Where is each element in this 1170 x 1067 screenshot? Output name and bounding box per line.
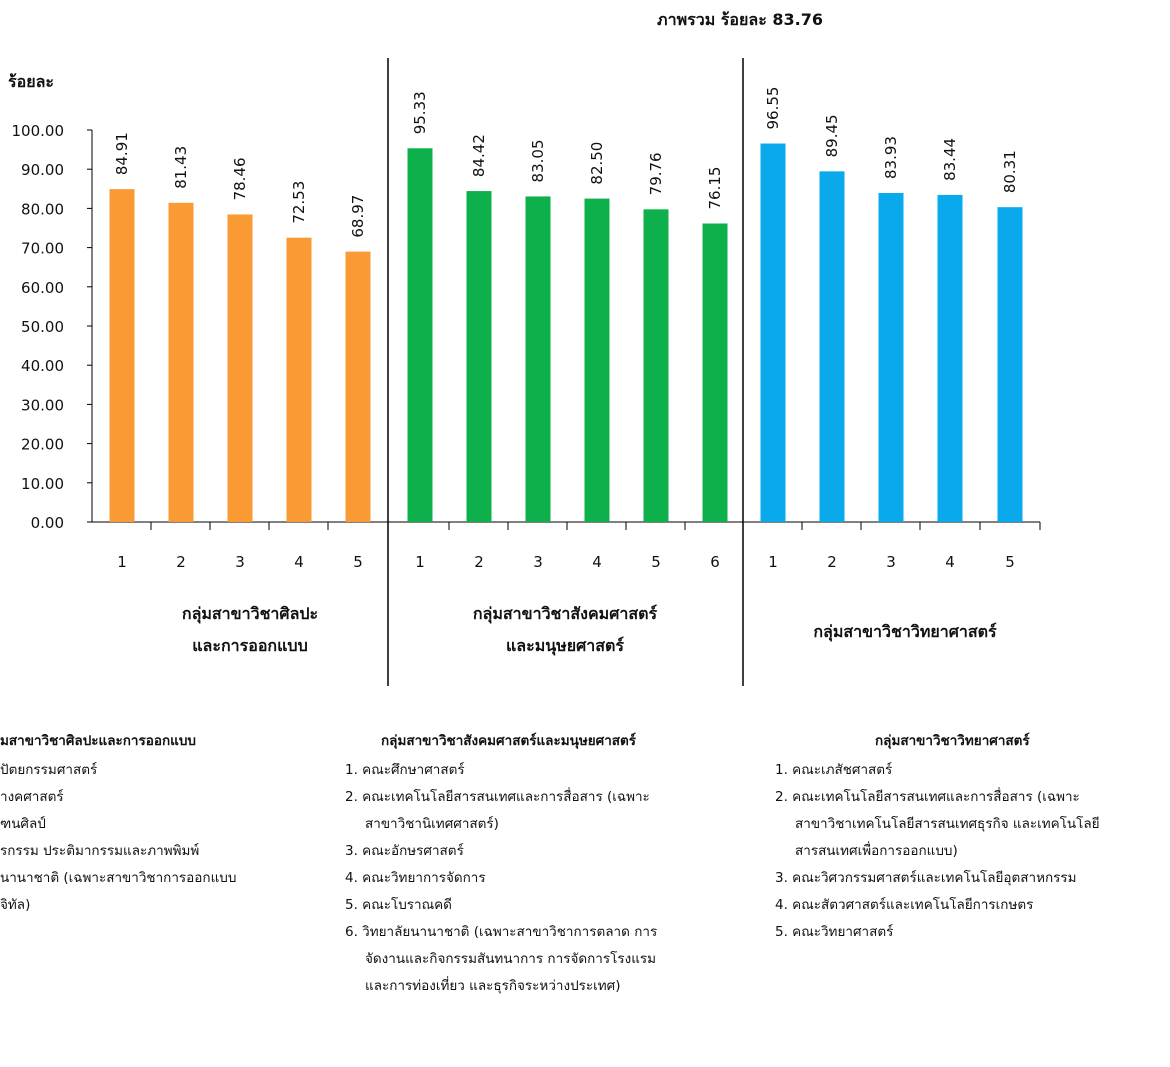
data-label: 96.55 (764, 87, 782, 130)
legend-item: 6. วิทยาลัยนานาชาติ (เฉพาะสาขาวิชาการตลา… (345, 924, 658, 940)
legend-item: นานาชาติ (เฉพาะสาขาวิชาการออกแบบ (0, 870, 237, 886)
data-label: 84.91 (113, 132, 131, 175)
x-tick-label: 2 (827, 553, 837, 571)
bar (584, 198, 610, 522)
group-label-line: และการออกแบบ (192, 636, 308, 655)
y-tick-label: 30.00 (21, 396, 64, 414)
legend-title: กลุ่มสาขาวิชาวิทยาศาสตร์ (875, 733, 1030, 749)
y-tick-label: 60.00 (21, 279, 64, 297)
data-label: 80.31 (1001, 150, 1019, 193)
x-tick-label: 5 (1005, 553, 1015, 571)
y-tick-label: 50.00 (21, 318, 64, 336)
legend-item: จัดงานและกิจกรรมสันทนาการ การจัดการโรงแร… (365, 951, 657, 967)
legend-item: 2. คณะเทคโนโลยีสารสนเทศและการสื่อสาร (เฉ… (345, 789, 650, 805)
legend-item: 5. คณะโบราณคดี (345, 897, 452, 913)
legend-item: 3. คณะวิศวกรรมศาสตร์และเทคโนโลยีอุตสาหกร… (775, 870, 1077, 886)
data-label: 83.44 (941, 138, 959, 181)
bar (702, 223, 728, 522)
group-label-science: กลุ่มสาขาวิชาวิทยาศาสตร์ (760, 616, 1050, 648)
x-tick-label: 1 (117, 553, 127, 571)
group-label-social: กลุ่มสาขาวิชาสังคมศาสตร์ และมนุษยศาสตร์ (415, 598, 715, 662)
y-tick-label: 0.00 (31, 514, 64, 532)
bar (227, 214, 253, 522)
bar (286, 237, 312, 522)
data-label: 83.05 (529, 139, 547, 182)
legend-item: สารสนเทศเพื่อการออกแบบ) (795, 843, 958, 859)
legend-item: 1. คณะเภสัชศาสตร์ (775, 762, 893, 778)
legend-item: จิทัล) (0, 897, 31, 913)
y-tick-label: 10.00 (21, 475, 64, 493)
legend-item: และการท่องเที่ยว และธุรกิจระหว่างประเทศ) (365, 978, 621, 994)
bar (997, 207, 1023, 522)
group-label-arts: กลุ่มสาขาวิชาศิลปะ และการออกแบบ (120, 598, 380, 662)
legend-title: กลุ่มสาขาวิชาสังคมศาสตร์และมนุษยศาสตร์ (381, 733, 637, 749)
data-label: 89.45 (823, 114, 841, 157)
legend-item: 4. คณะสัตวศาสตร์และเทคโนโลยีการเกษตร (775, 897, 1034, 913)
data-label: 76.15 (706, 167, 724, 210)
y-tick-label: 20.00 (21, 436, 64, 454)
legend-arts: มสาขาวิชาศิลปะและการออกแบบ ปัตยกรรมศาสตร… (0, 728, 320, 919)
legend-item: างคศาสตร์ (0, 789, 64, 805)
legend-item: 1. คณะศึกษาศาสตร์ (345, 762, 465, 778)
y-axis-label: ร้อยละ (8, 72, 54, 91)
legend-item: 4. คณะวิทยาการจัดการ (345, 870, 486, 886)
legend-item: สาขาวิชานิเทศศาสตร์) (365, 816, 499, 832)
data-label: 84.42 (470, 134, 488, 177)
x-tick-label: 6 (710, 553, 720, 571)
x-tick-label: 5 (651, 553, 661, 571)
legend-item: 3. คณะอักษรศาสตร์ (345, 843, 464, 859)
bar (525, 196, 551, 522)
y-tick-label: 80.00 (21, 200, 64, 218)
y-tick-label: 90.00 (21, 161, 64, 179)
legend-social: กลุ่มสาขาวิชาสังคมศาสตร์และมนุษยศาสตร์ 1… (345, 728, 735, 1000)
group-label-line: กลุ่มสาขาวิชาสังคมศาสตร์ (472, 604, 658, 623)
x-tick-label: 1 (768, 553, 778, 571)
group-label-line: และมนุษยศาสตร์ (505, 636, 624, 655)
bar (760, 143, 786, 523)
legend-item: ปัตยกรรมศาสตร์ (0, 762, 98, 778)
overall-label: ภาพรวม ร้อยละ 83.76 (657, 10, 823, 29)
x-tick-label: 4 (945, 553, 955, 571)
legend-title: มสาขาวิชาศิลปะและการออกแบบ (0, 733, 196, 749)
data-label: 79.76 (647, 152, 665, 195)
bar (819, 171, 845, 522)
bar (878, 192, 904, 523)
data-label: 72.53 (290, 181, 308, 224)
bar-chart: 0.00 10.00 20.00 30.00 40.00 50.00 60.00 70.00 8… (12, 58, 1041, 686)
x-tick-label: 5 (353, 553, 363, 571)
bar (109, 189, 135, 522)
x-tick-label: 4 (294, 553, 304, 571)
x-tick-label: 3 (886, 553, 896, 571)
x-tick-label: 2 (176, 553, 186, 571)
group-label-line: กลุ่มสาขาวิชาวิทยาศาสตร์ (813, 622, 997, 641)
y-tick-label: 70.00 (21, 240, 64, 258)
x-tick-label: 3 (533, 553, 543, 571)
data-label: 68.97 (349, 195, 367, 238)
data-label: 81.43 (172, 146, 190, 189)
group-label-line: กลุ่มสาขาวิชาศิลปะ (181, 604, 319, 623)
x-tick-label: 1 (415, 553, 425, 571)
data-label: 82.50 (588, 142, 606, 185)
x-tick-label: 4 (592, 553, 602, 571)
bar (168, 202, 194, 522)
legend-item: รกรรม ประติมากรรมและภาพพิมพ์ (0, 843, 200, 859)
data-label: 78.46 (231, 157, 249, 200)
data-label: 83.93 (882, 136, 900, 179)
legend-item: ฑนศิลป์ (0, 816, 46, 832)
legend-item: สาขาวิชาเทคโนโลยีสารสนเทศธุรกิจ และเทคโน… (795, 816, 1100, 832)
legend-science: กลุ่มสาขาวิชาวิทยาศาสตร์ 1. คณะเภสัชศาสต… (775, 728, 1167, 946)
legend-item: 5. คณะวิทยาศาสตร์ (775, 924, 894, 940)
bar (937, 194, 963, 522)
legend-item: 2. คณะเทคโนโลยีสารสนเทศและการสื่อสาร (เฉ… (775, 789, 1080, 805)
bar (643, 209, 669, 522)
bar (466, 191, 492, 522)
bar (407, 148, 433, 522)
bar (345, 251, 371, 522)
x-tick-label: 3 (235, 553, 245, 571)
data-label: 95.33 (411, 91, 429, 134)
y-tick-label: 40.00 (21, 357, 64, 375)
y-tick-label: 100.00 (12, 122, 65, 140)
x-tick-label: 2 (474, 553, 484, 571)
